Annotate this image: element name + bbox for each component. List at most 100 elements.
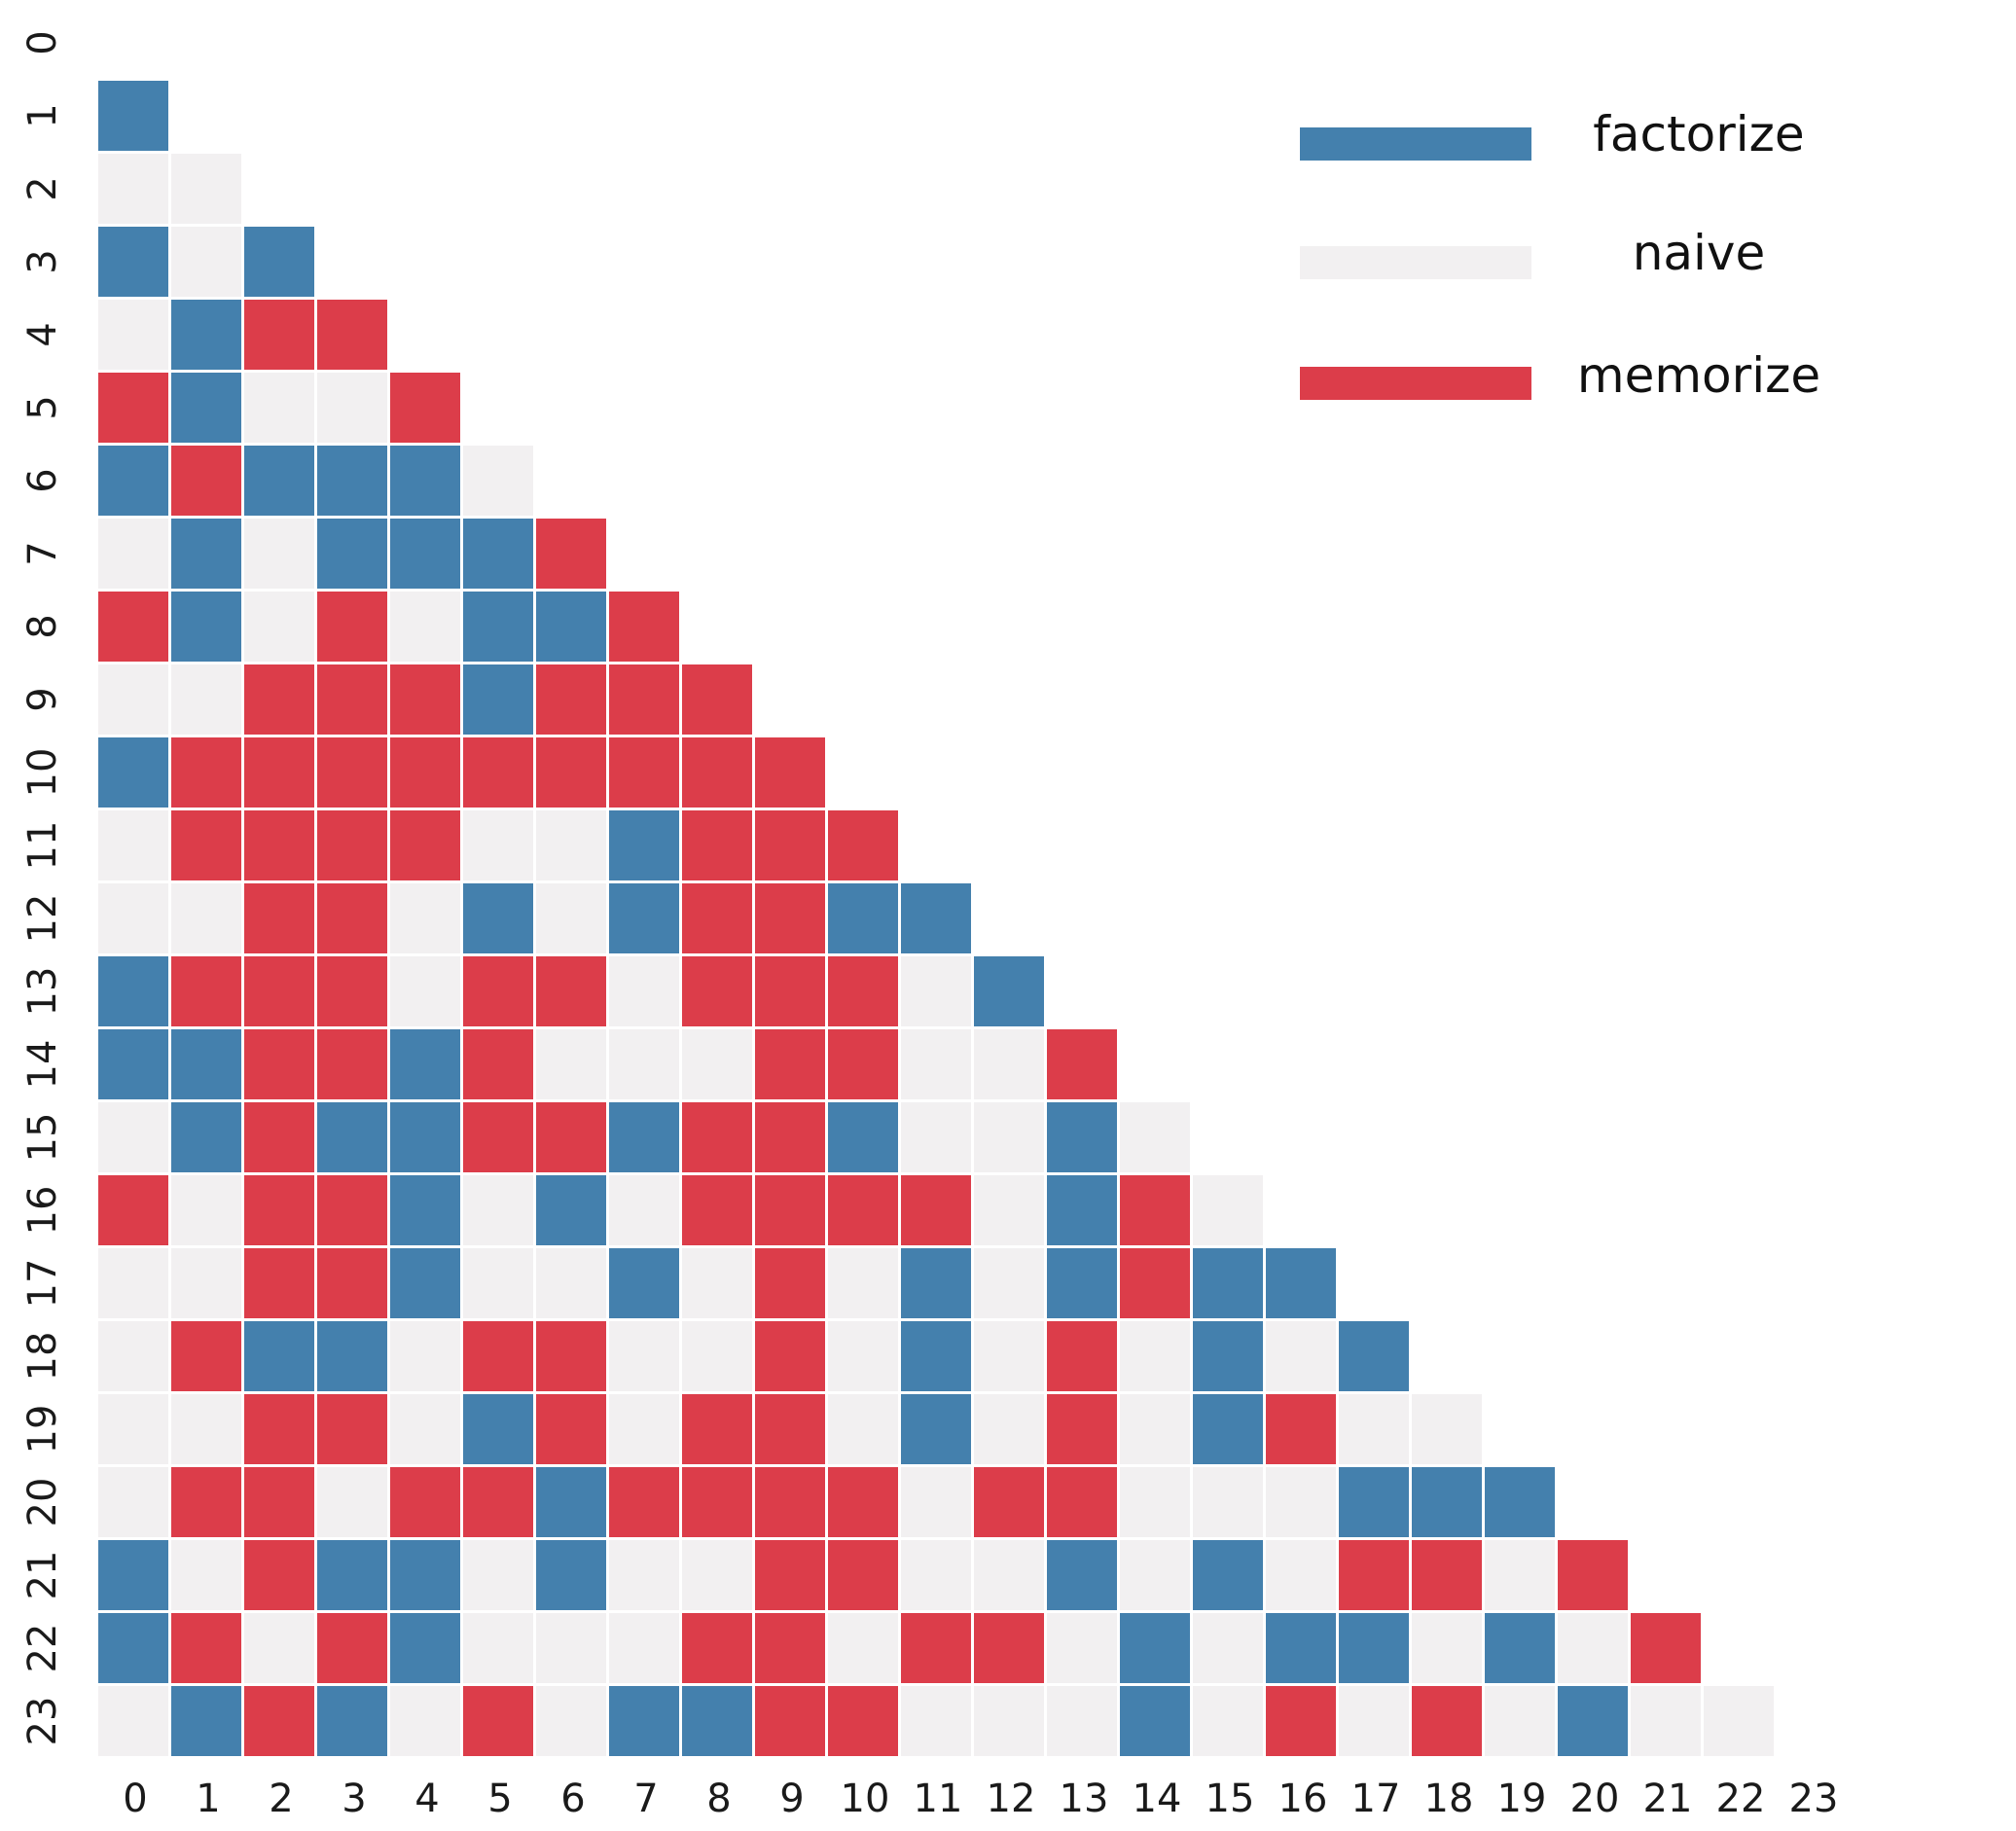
heatmap-cell-r21-c13	[1047, 1540, 1117, 1610]
heatmap-cell-r15-c12	[974, 1102, 1044, 1172]
x-tick-label-0: 0	[123, 1777, 147, 1821]
heatmap-cell-r14-c12	[974, 1029, 1044, 1099]
heatmap-cell-r14-c1	[171, 1029, 241, 1099]
x-tick-label-17: 17	[1351, 1777, 1401, 1821]
heatmap-cell-r22-c7	[609, 1613, 679, 1683]
heatmap-cell-r8-c1	[171, 592, 241, 662]
heatmap-cell-r10-c7	[609, 737, 679, 808]
x-tick-label-11: 11	[914, 1777, 963, 1821]
heatmap-cell-r22-c10	[828, 1613, 898, 1683]
heatmap-cell-r23-c5	[463, 1686, 533, 1756]
heatmap-cell-r15-c0	[98, 1102, 168, 1172]
heatmap-cell-r8-c2	[244, 592, 314, 662]
heatmap-cell-r22-c15	[1193, 1613, 1263, 1683]
heatmap-cell-r13-c6	[536, 956, 606, 1026]
x-tick-label-15: 15	[1206, 1777, 1255, 1821]
heatmap-cell-r23-c3	[317, 1686, 387, 1756]
heatmap-cell-r5-c2	[244, 373, 314, 443]
heatmap-cell-r9-c1	[171, 664, 241, 735]
heatmap-cell-r22-c16	[1266, 1613, 1336, 1683]
heatmap-cell-r7-c6	[536, 519, 606, 589]
heatmap-cell-r3-c1	[171, 227, 241, 297]
heatmap-cell-r4-c3	[317, 300, 387, 370]
heatmap-cell-r20-c9	[755, 1467, 825, 1537]
legend-swatch-factorize	[1300, 127, 1531, 161]
heatmap-cell-r23-c4	[390, 1686, 460, 1756]
heatmap-cell-r3-c0	[98, 227, 168, 297]
heatmap-cell-r19-c17	[1339, 1394, 1409, 1464]
heatmap-cell-r17-c2	[244, 1248, 314, 1318]
heatmap-cell-r17-c15	[1193, 1248, 1263, 1318]
heatmap-cell-r3-c2	[244, 227, 314, 297]
heatmap-cell-r20-c10	[828, 1467, 898, 1537]
heatmap-cell-r19-c8	[682, 1394, 752, 1464]
heatmap-cell-r16-c10	[828, 1175, 898, 1245]
heatmap-cell-r10-c9	[755, 737, 825, 808]
y-tick-label-17: 17	[20, 1259, 65, 1309]
heatmap-cell-r14-c0	[98, 1029, 168, 1099]
heatmap-cell-r23-c19	[1485, 1686, 1555, 1756]
heatmap-cell-r8-c0	[98, 592, 168, 662]
heatmap-cell-r22-c21	[1631, 1613, 1701, 1683]
heatmap-cell-r21-c14	[1120, 1540, 1190, 1610]
heatmap-cell-r21-c2	[244, 1540, 314, 1610]
heatmap-cell-r9-c5	[463, 664, 533, 735]
heatmap-cell-r22-c1	[171, 1613, 241, 1683]
heatmap-cell-r16-c1	[171, 1175, 241, 1245]
y-tick-label-9: 9	[20, 687, 65, 711]
x-tick-label-2: 2	[269, 1777, 293, 1821]
heatmap-cell-r23-c20	[1558, 1686, 1628, 1756]
x-tick-label-1: 1	[196, 1777, 220, 1821]
y-tick-label-22: 22	[20, 1624, 65, 1673]
heatmap-cell-r22-c8	[682, 1613, 752, 1683]
heatmap-cell-r10-c5	[463, 737, 533, 808]
heatmap-cell-r11-c4	[390, 810, 460, 880]
heatmap-cell-r17-c10	[828, 1248, 898, 1318]
heatmap-cell-r11-c1	[171, 810, 241, 880]
heatmap-cell-r21-c17	[1339, 1540, 1409, 1610]
heatmap-cell-r20-c15	[1193, 1467, 1263, 1537]
heatmap-cell-r19-c18	[1412, 1394, 1482, 1464]
heatmap-cell-r17-c3	[317, 1248, 387, 1318]
heatmap-cell-r20-c2	[244, 1467, 314, 1537]
heatmap-cell-r8-c7	[609, 592, 679, 662]
legend-swatch-naive	[1300, 246, 1531, 279]
heatmap-cell-r19-c15	[1193, 1394, 1263, 1464]
heatmap-cell-r14-c5	[463, 1029, 533, 1099]
x-tick-label-16: 16	[1278, 1777, 1328, 1821]
x-tick-label-22: 22	[1716, 1777, 1766, 1821]
heatmap-cell-r19-c10	[828, 1394, 898, 1464]
heatmap-cells	[98, 81, 1774, 1756]
heatmap-cell-r12-c8	[682, 883, 752, 953]
heatmap-cell-r12-c3	[317, 883, 387, 953]
heatmap-cell-r14-c11	[901, 1029, 971, 1099]
heatmap-cell-r19-c4	[390, 1394, 460, 1464]
heatmap-cell-r14-c6	[536, 1029, 606, 1099]
heatmap-cell-r13-c7	[609, 956, 679, 1026]
heatmap-cell-r15-c11	[901, 1102, 971, 1172]
heatmap-cell-r21-c8	[682, 1540, 752, 1610]
heatmap-cell-r20-c19	[1485, 1467, 1555, 1537]
heatmap-cell-r18-c4	[390, 1321, 460, 1391]
heatmap-cell-r13-c11	[901, 956, 971, 1026]
heatmap-cell-r11-c9	[755, 810, 825, 880]
heatmap-cell-r5-c3	[317, 373, 387, 443]
x-tick-label-5: 5	[487, 1777, 512, 1821]
x-tick-label-4: 4	[414, 1777, 439, 1821]
heatmap-cell-r19-c1	[171, 1394, 241, 1464]
heatmap-cell-r22-c18	[1412, 1613, 1482, 1683]
heatmap-cell-r6-c0	[98, 446, 168, 516]
heatmap-cell-r18-c10	[828, 1321, 898, 1391]
heatmap-cell-r14-c13	[1047, 1029, 1117, 1099]
heatmap-cell-r12-c7	[609, 883, 679, 953]
y-tick-label-2: 2	[20, 176, 65, 200]
heatmap-cell-r19-c7	[609, 1394, 679, 1464]
heatmap-cell-r17-c0	[98, 1248, 168, 1318]
heatmap-cell-r10-c0	[98, 737, 168, 808]
heatmap-cell-r11-c5	[463, 810, 533, 880]
x-tick-label-6: 6	[560, 1777, 585, 1821]
heatmap-cell-r20-c5	[463, 1467, 533, 1537]
heatmap-cell-r17-c6	[536, 1248, 606, 1318]
heatmap-cell-r22-c11	[901, 1613, 971, 1683]
heatmap-cell-r14-c7	[609, 1029, 679, 1099]
